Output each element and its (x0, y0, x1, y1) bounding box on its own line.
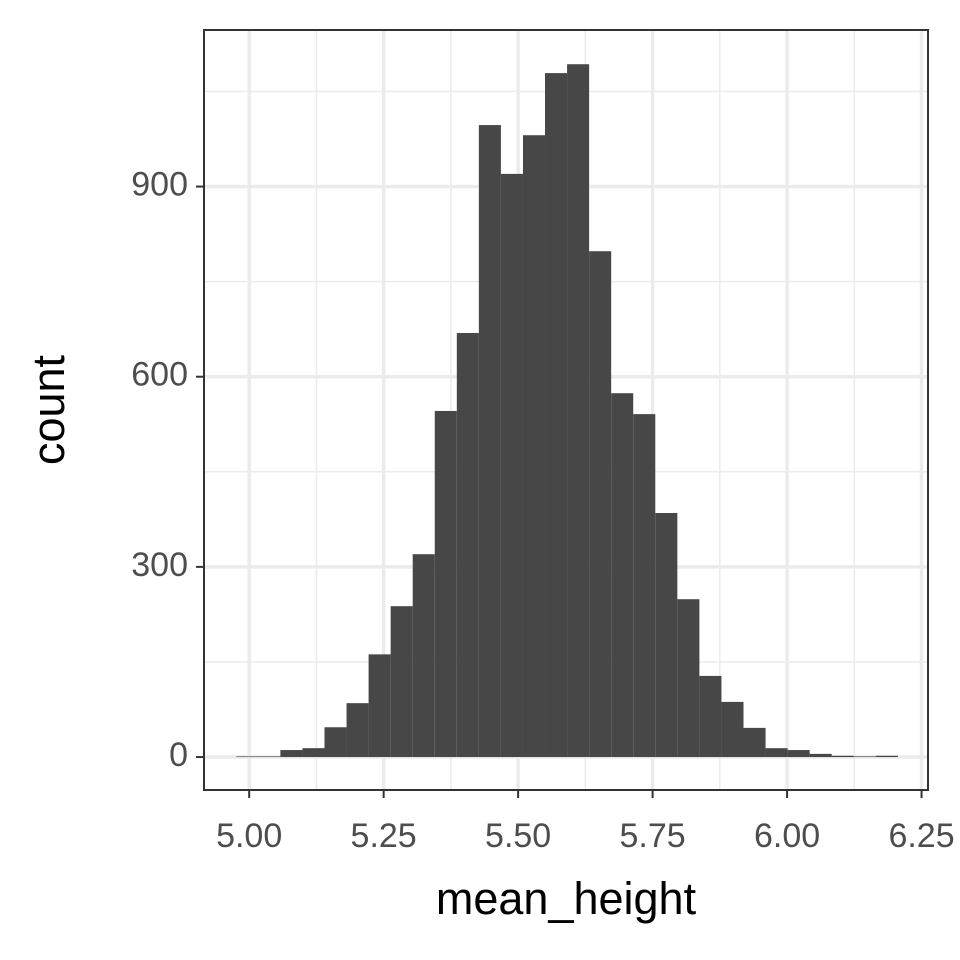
y-tick-label: 300 (131, 546, 188, 584)
bar (324, 727, 347, 758)
bar (412, 554, 435, 758)
x-tick-label: 5.25 (351, 817, 417, 855)
axes: 5.00 5.25 5.50 5.75 6.00 6.25 0 300 600 900 (131, 166, 954, 855)
bar (699, 675, 722, 758)
bar (522, 135, 546, 758)
bar (258, 756, 281, 758)
x-tick-label: 6.00 (754, 817, 820, 855)
bar (721, 701, 744, 758)
bar (567, 64, 590, 758)
bar (611, 393, 634, 758)
bar (831, 755, 854, 758)
bar (765, 748, 788, 758)
bar (456, 332, 479, 758)
x-tick-label: 5.50 (485, 817, 551, 855)
bar (280, 750, 303, 758)
bar (875, 755, 898, 758)
x-tick-label: 5.75 (620, 817, 686, 855)
bar (633, 414, 656, 758)
bars (236, 64, 898, 758)
bar (677, 599, 700, 758)
y-tick-label: 900 (131, 166, 188, 204)
bar (589, 251, 612, 758)
y-tick-label: 600 (131, 356, 188, 394)
y-axis-title: count (23, 354, 74, 465)
bar (368, 654, 391, 758)
bar (545, 73, 568, 758)
bar (434, 410, 457, 758)
x-tick-label: 5.00 (216, 817, 282, 855)
bar (853, 756, 876, 758)
bar (809, 753, 832, 758)
x-axis-title: mean_height (436, 873, 697, 924)
bar (390, 606, 413, 758)
bar (655, 513, 678, 758)
y-tick-label: 0 (169, 736, 188, 774)
x-tick-label: 6.25 (888, 817, 954, 855)
bar (346, 703, 369, 758)
bar (500, 173, 523, 758)
bar (743, 727, 766, 758)
panel-border (203, 29, 929, 791)
bar (787, 750, 810, 758)
bar (478, 125, 501, 758)
bar (236, 756, 259, 758)
bar (302, 748, 325, 758)
